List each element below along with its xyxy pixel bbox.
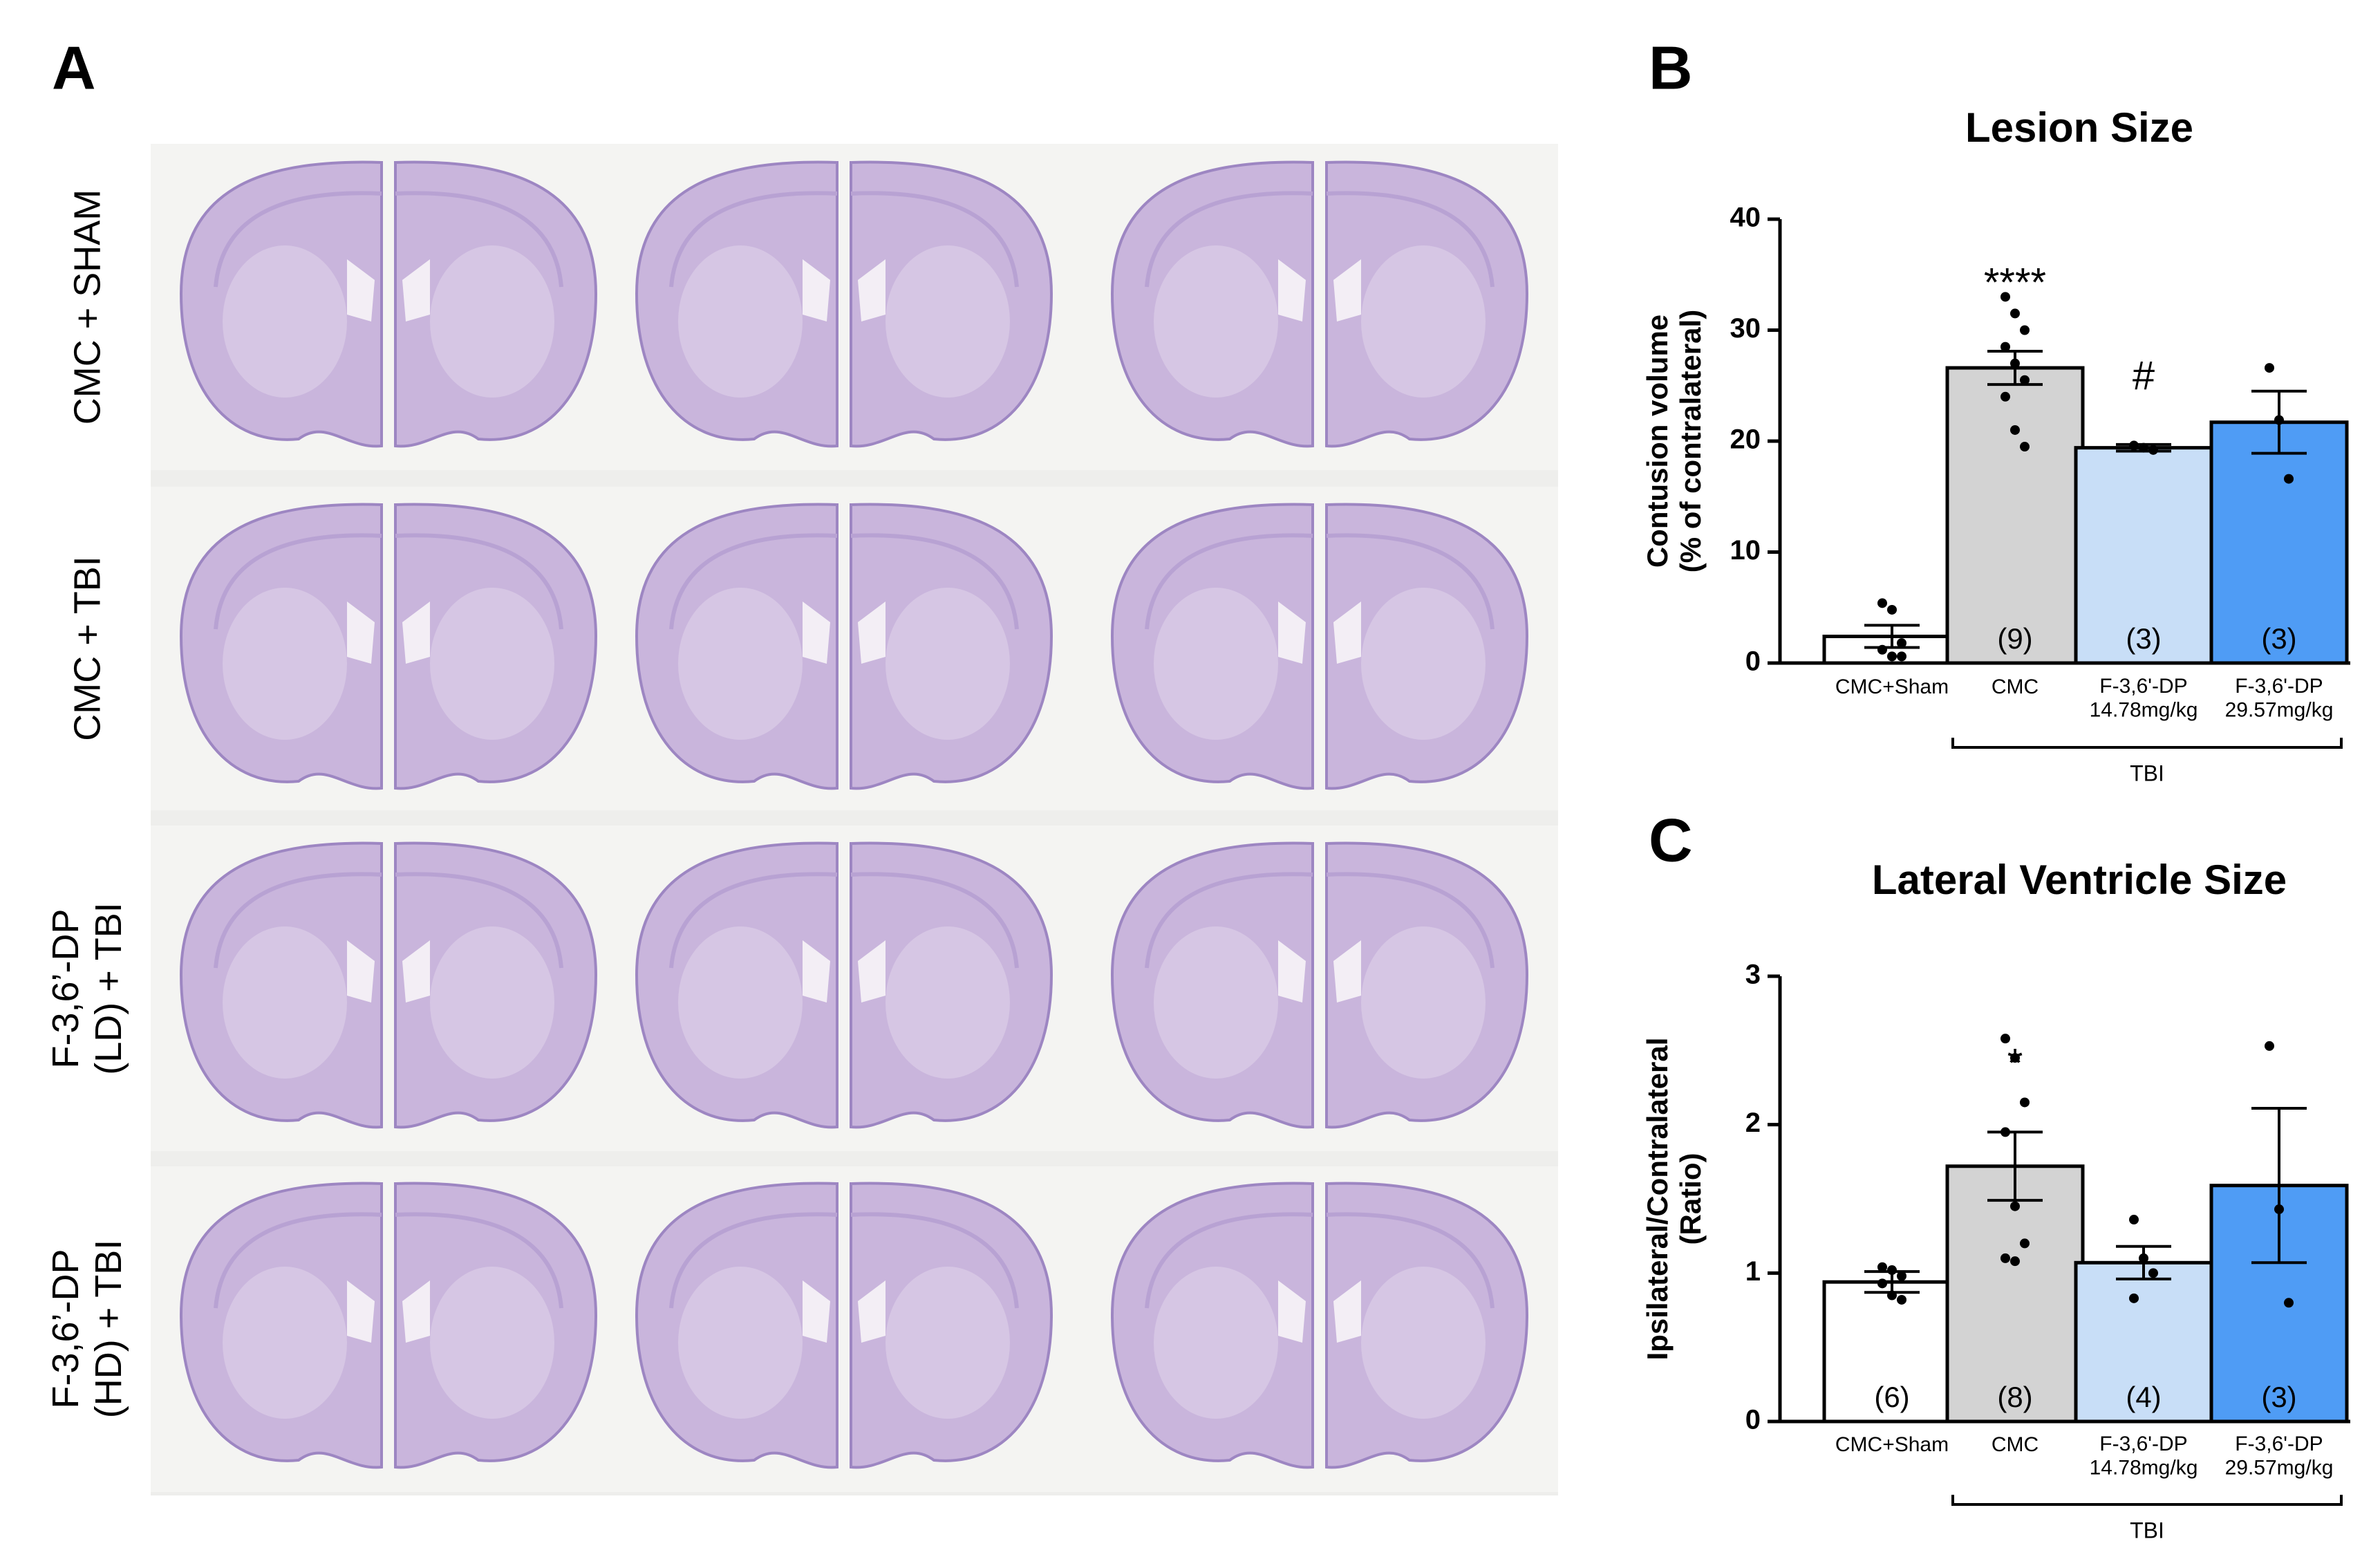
data-point bbox=[1897, 1294, 1906, 1305]
brain-sections bbox=[151, 144, 1558, 1492]
x-tick-label: F-3,6'-DP 14.78mg/kg bbox=[2090, 675, 2198, 722]
y-label-group: Contusion volume(% of contralateral) bbox=[1641, 310, 1707, 572]
data-point bbox=[1897, 638, 1906, 649]
n-label: (3) bbox=[2126, 622, 2161, 655]
data-point bbox=[1897, 651, 1906, 662]
y-tick-label: 3 bbox=[1745, 960, 1761, 990]
data-point bbox=[2020, 325, 2030, 335]
data-point bbox=[2020, 1238, 2030, 1249]
row-label-group: F-3,6’-DP(HD) + TBI bbox=[45, 1240, 129, 1419]
data-point bbox=[1887, 604, 1897, 615]
data-point bbox=[1877, 1262, 1887, 1272]
data-point bbox=[2265, 1041, 2274, 1051]
row-label-group: CMC + SHAM bbox=[66, 189, 108, 425]
data-point bbox=[1897, 1271, 1906, 1281]
data-point bbox=[2139, 1253, 2148, 1263]
n-label: (3) bbox=[2261, 622, 2296, 655]
y-axis-label: Ipsilateral/Contralateral(Ratio) bbox=[1641, 1038, 1707, 1361]
data-point bbox=[1887, 651, 1897, 662]
significance-label: * bbox=[2007, 1041, 2023, 1086]
data-point bbox=[1877, 644, 1887, 655]
data-point bbox=[2020, 375, 2030, 385]
n-label: (8) bbox=[1997, 1381, 2032, 1413]
data-point bbox=[2284, 474, 2294, 484]
y-tick-label: 1 bbox=[1745, 1256, 1761, 1287]
data-point bbox=[2274, 1204, 2284, 1215]
data-point bbox=[2129, 1215, 2139, 1225]
x-tick-label: CMC bbox=[1992, 675, 2039, 698]
data-point bbox=[1887, 1290, 1897, 1300]
group-bracket bbox=[1951, 738, 2343, 749]
x-tick-label: F-3,6'-DP 29.57mg/kg bbox=[2225, 675, 2334, 722]
data-point bbox=[2000, 391, 2010, 402]
x-tick-label: F-3,6'-DP 29.57mg/kg bbox=[2225, 1433, 2334, 1480]
group-label: TBI bbox=[2130, 1518, 2164, 1542]
y-tick-label: 0 bbox=[1745, 1405, 1761, 1435]
y-label-group: Ipsilateral/Contralateral(Ratio) bbox=[1641, 1038, 1707, 1361]
y-tick-label: 0 bbox=[1745, 646, 1761, 677]
data-point bbox=[2010, 1256, 2020, 1267]
data-point bbox=[2000, 342, 2010, 352]
data-point bbox=[2000, 1253, 2010, 1263]
y-tick-label: 2 bbox=[1745, 1108, 1761, 1138]
data-point bbox=[2010, 1053, 2020, 1063]
data-point bbox=[2148, 1268, 2158, 1278]
significance-label: # bbox=[2133, 353, 2155, 398]
group-bracket bbox=[1951, 1495, 2343, 1506]
x-tick-label: F-3,6'-DP 14.78mg/kg bbox=[2090, 1433, 2198, 1480]
data-point bbox=[2148, 445, 2158, 455]
row-label: F-3,6’-DP(HD) + TBI bbox=[45, 1240, 129, 1419]
x-tick-label: CMC+Sham bbox=[1835, 675, 1949, 698]
chart-title: Lesion Size bbox=[1965, 104, 2193, 151]
data-point bbox=[2265, 363, 2274, 373]
data-point bbox=[1877, 1278, 1887, 1289]
row-label: CMC + SHAM bbox=[66, 189, 108, 425]
n-label: (4) bbox=[2126, 1381, 2161, 1413]
data-point bbox=[2274, 415, 2284, 425]
bar bbox=[1945, 366, 2085, 665]
data-point bbox=[2129, 1293, 2139, 1303]
data-point bbox=[2000, 292, 2010, 302]
row-label-group: CMC + TBI bbox=[66, 556, 108, 741]
row-label-group: F-3,6’-DP(LD) + TBI bbox=[45, 902, 129, 1075]
data-point bbox=[1877, 598, 1887, 608]
panel-label: C bbox=[1649, 805, 1693, 874]
bar bbox=[2074, 1260, 2213, 1424]
data-point bbox=[2139, 442, 2148, 453]
y-tick-label: 10 bbox=[1730, 535, 1761, 566]
data-point bbox=[2000, 1034, 2010, 1044]
n-label: (9) bbox=[1997, 622, 2032, 655]
x-tick-label: CMC bbox=[1992, 1433, 2039, 1456]
data-point bbox=[2020, 442, 2030, 452]
panel-label: A bbox=[52, 33, 96, 102]
significance-label: **** bbox=[1984, 260, 2046, 305]
row-label: F-3,6’-DP(LD) + TBI bbox=[45, 902, 129, 1075]
y-axis-label: Contusion volume(% of contralateral) bbox=[1641, 310, 1707, 572]
data-point bbox=[1887, 1265, 1897, 1276]
data-point bbox=[2010, 358, 2020, 369]
data-point bbox=[2000, 1127, 2010, 1137]
n-label: (6) bbox=[1874, 1381, 1909, 1413]
group-label: TBI bbox=[2130, 761, 2164, 785]
y-tick-label: 20 bbox=[1730, 425, 1761, 455]
data-point bbox=[2284, 1298, 2294, 1308]
data-point bbox=[2010, 308, 2020, 319]
y-tick-label: 30 bbox=[1730, 313, 1761, 344]
panel-label: B bbox=[1649, 33, 1693, 102]
data-point bbox=[2020, 1097, 2030, 1108]
data-point bbox=[2010, 1201, 2020, 1211]
data-point bbox=[2010, 425, 2020, 435]
row-label: CMC + TBI bbox=[66, 556, 108, 741]
y-tick-label: 40 bbox=[1730, 203, 1761, 233]
x-tick-label: CMC+Sham bbox=[1835, 1433, 1949, 1456]
data-point bbox=[2129, 440, 2139, 451]
chart-title: Lateral Ventricle Size bbox=[1872, 857, 2287, 903]
n-label: (3) bbox=[2261, 1381, 2296, 1413]
